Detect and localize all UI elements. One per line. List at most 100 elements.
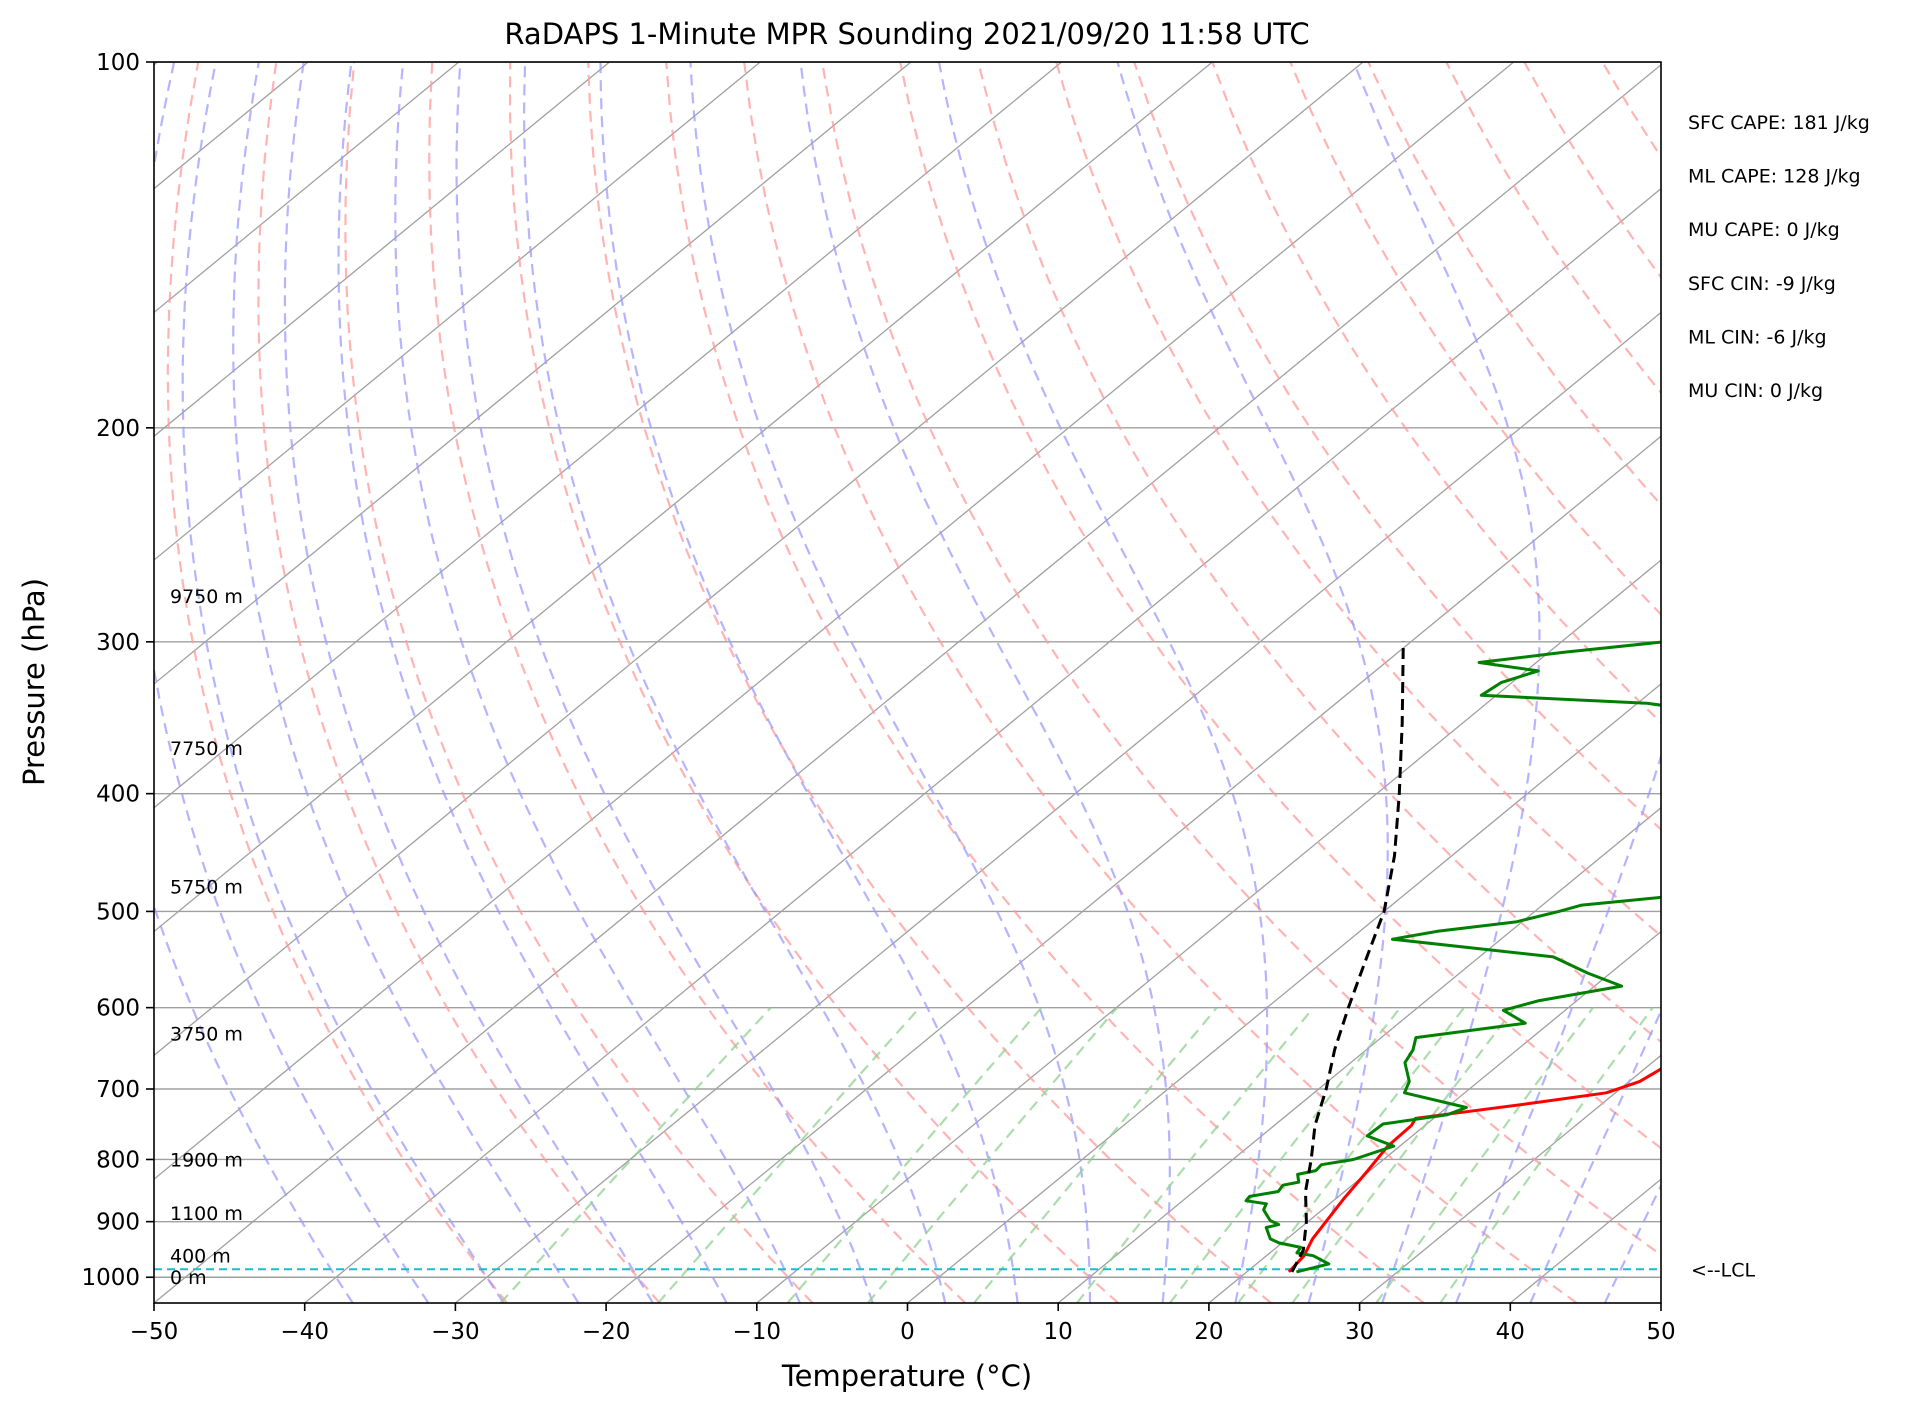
y-tick-label: 200 [96, 416, 140, 442]
x-tick-label: 0 [900, 1319, 915, 1345]
moist-adiabat-line [599, 62, 1019, 1303]
x-tick-label: −10 [733, 1319, 782, 1345]
height-label: 7750 m [170, 738, 243, 760]
dry-adiabat-line [166, 62, 508, 1303]
x-tick-label: 10 [1044, 1319, 1073, 1345]
moist-adiabat-line [232, 62, 580, 1303]
isotherm-line [1359, 1054, 1661, 1303]
moist-adiabat-line [455, 62, 874, 1303]
moist-adiabat-line [1603, 1183, 1661, 1303]
mixing-ratio-line [1375, 1006, 1594, 1303]
stability-index-text: SFC CIN: -9 J/kg [1688, 273, 1836, 295]
mixing-ratio-line [1291, 1006, 1516, 1303]
isotherm-line [304, 187, 1661, 1303]
isotherm-line [154, 62, 1515, 1181]
dry-adiabat-line [665, 62, 1425, 1303]
y-axis-ticks: 100 200 300 400 500 600 700 800 900 1000 [81, 50, 154, 1291]
stability-indices: SFC CAPE: 181 J/kg ML CAPE: 128 J/kg MU CA… [1688, 112, 1870, 402]
dry-adiabat-line [257, 62, 661, 1303]
moist-adiabat-line [154, 62, 430, 1303]
moist-adiabat-line [181, 62, 505, 1303]
moist-adiabat-line [154, 902, 354, 1303]
isotherm-line [1208, 930, 1661, 1303]
moist-adiabat-line [1455, 752, 1661, 1303]
x-tick-label: 30 [1345, 1319, 1374, 1345]
moist-adiabat-line [522, 62, 947, 1303]
x-tick-label: 20 [1194, 1319, 1223, 1345]
stability-index-text: ML CAPE: 128 J/kg [1688, 166, 1861, 188]
y-tick-label: 900 [96, 1210, 140, 1236]
isotherm-line [154, 63, 1661, 1303]
height-label: 1100 m [170, 1203, 243, 1225]
height-label: 0 m [170, 1267, 207, 1289]
x-axis-ticks: −50 −40 −30 −20 −10 0 10 20 30 40 50 [130, 1303, 1676, 1345]
mixing-ratio-line [1076, 1006, 1315, 1303]
chart-title: RaDAPS 1-Minute MPR Sounding 2021/09/20 … [504, 17, 1309, 51]
moist-adiabat-line [394, 62, 801, 1303]
isotherm-lines [154, 62, 1661, 1303]
isotherm-line [756, 559, 1661, 1303]
dry-adiabat-line [1055, 62, 1661, 938]
y-tick-label: 1000 [81, 1265, 140, 1291]
height-label: 5750 m [170, 877, 243, 899]
mixing-ratio-line [1237, 1006, 1465, 1303]
moist-adiabat-line [337, 62, 728, 1303]
height-label: 9750 m [170, 586, 243, 608]
isotherm-line [454, 311, 1661, 1303]
dry-adiabat-line [587, 62, 1272, 1303]
dry-adiabat-line [508, 62, 1119, 1303]
y-tick-label: 100 [96, 50, 140, 76]
stability-index-text: ML CIN: -6 J/kg [1688, 326, 1827, 348]
mixing-ratio-line [786, 1006, 1043, 1303]
parcel-trace [1290, 641, 1405, 1273]
moist-adiabat-line [1529, 1008, 1661, 1303]
mixing-ratio-lines [499, 1006, 1654, 1303]
dry-adiabat-line [428, 62, 967, 1303]
mixing-ratio-line [973, 1006, 1218, 1303]
mixing-ratio-line [867, 1006, 1118, 1303]
mixing-ratio-line [1169, 1006, 1402, 1303]
isotherm-line [154, 62, 460, 314]
dry-adiabat-line [821, 62, 1661, 1257]
y-tick-label: 600 [96, 996, 140, 1022]
y-tick-label: 500 [96, 899, 140, 925]
isotherm-line [605, 435, 1661, 1303]
height-label: 1900 m [170, 1149, 243, 1171]
dry-adiabat-line [1133, 62, 1661, 831]
temperature-trace [1287, 1067, 1661, 1273]
y-tick-label: 800 [96, 1147, 140, 1173]
y-axis-label: Pressure (hPa) [17, 578, 51, 786]
x-tick-label: 50 [1646, 1319, 1675, 1345]
isotherm-line [154, 62, 610, 438]
isobar-grid [154, 62, 1661, 1278]
height-label: 3750 m [170, 1023, 243, 1045]
mixing-ratio-line [657, 1006, 921, 1303]
lcl-label: <--LCL [1691, 1259, 1755, 1281]
dry-adiabat-line [899, 62, 1661, 1150]
x-tick-label: 40 [1496, 1319, 1525, 1345]
stability-index-text: MU CIN: 0 J/kg [1688, 380, 1823, 402]
isotherm-line [154, 62, 912, 685]
x-tick-label: −40 [280, 1319, 329, 1345]
dry-adiabat-line [743, 62, 1578, 1303]
dewpoint-trace [1244, 640, 1661, 1274]
isotherm-line [154, 62, 1213, 933]
moist-adiabat-line [689, 62, 1092, 1303]
mixing-ratio-line [499, 1006, 772, 1303]
y-tick-label: 300 [96, 630, 140, 656]
dry-adiabat-line [1289, 62, 1661, 617]
isotherm-line [154, 62, 1063, 809]
x-tick-label: −50 [130, 1319, 179, 1345]
x-tick-label: −30 [431, 1319, 480, 1345]
moist-adiabat-line [1116, 62, 1389, 1303]
dry-adiabat-line [977, 62, 1661, 1044]
x-axis-label: Temperature (°C) [781, 1359, 1032, 1393]
isotherm-line [154, 62, 761, 561]
isotherm-line [1057, 806, 1661, 1303]
y-tick-label: 400 [96, 782, 140, 808]
stability-index-text: MU CAPE: 0 J/kg [1688, 219, 1840, 241]
y-tick-label: 700 [96, 1077, 140, 1103]
sounding-traces [1244, 640, 1661, 1274]
